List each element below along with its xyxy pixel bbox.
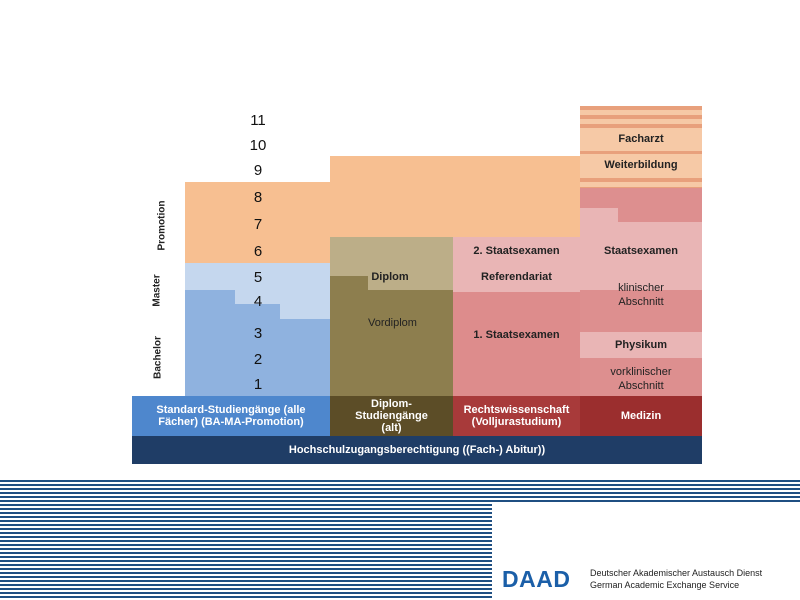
bachelor-step-1: [185, 290, 235, 319]
year-9: 9: [253, 162, 263, 179]
org-name-de: Deutscher Akademischer Austausch Dienst: [590, 568, 763, 578]
promotion-area-standard: [185, 182, 330, 263]
klinisch-label: klinischer Abschnitt: [618, 282, 664, 308]
diplom-step-1: [330, 276, 368, 290]
base-bar: Hochschulzugangsberechtigung ((Fach-) Ab…: [132, 436, 702, 464]
year-6: 6: [253, 243, 263, 260]
education-system-diagram: Diplom Vordiplom 2. Staatsexamen Referen…: [130, 100, 705, 470]
year-7: 7: [253, 216, 263, 233]
year-11: 11: [250, 112, 266, 129]
column-recht: Rechtswissenschaft (Volljurastudium): [453, 396, 580, 436]
bachelor-label: Bachelor: [152, 336, 164, 379]
year-5: 5: [253, 269, 263, 286]
year-3: 3: [253, 325, 263, 342]
facharzt-box: [580, 128, 702, 150]
year-1: 1: [253, 376, 263, 393]
klinisch-box-inner: [580, 290, 702, 330]
medizin-staatsexamen-label: Staatsexamen: [604, 245, 678, 257]
year-2: 2: [253, 351, 263, 368]
staatsexamen-box: [580, 238, 702, 264]
physikum-box: [580, 332, 702, 358]
referendariat-label: Referendariat: [481, 271, 552, 283]
recht-area-pink: [453, 292, 580, 396]
physikum-label: Physikum: [615, 339, 667, 351]
promotion-area-wide: [330, 156, 580, 237]
promotion-label: Promotion: [156, 200, 168, 251]
bachelor-step-2: [235, 304, 280, 319]
diplom-step-2: [400, 290, 453, 304]
year-4: 4: [253, 293, 263, 310]
column-diplom: Diplom-Studiengänge (alt): [330, 396, 453, 436]
staatsexamen2-label: 2. Staatsexamen: [473, 245, 560, 257]
footer-logo-panel: [492, 504, 800, 600]
diplom-area-olive: [330, 290, 453, 396]
recht-area-light: [453, 237, 580, 292]
staatsexamen1-label: 1. Staatsexamen: [473, 329, 560, 341]
medizin-step-light-1: [580, 208, 618, 238]
vordiplom-label: Vordiplom: [368, 317, 417, 329]
medizin-step-light-2: [618, 222, 702, 238]
daad-logo: DAAD: [502, 566, 571, 592]
year-8: 8: [253, 189, 263, 206]
column-standard: Standard-Studiengänge (alle Fächer) (BA-…: [132, 396, 330, 436]
vorklinisch-label: vorklinischer Abschnitt: [610, 366, 672, 392]
master-label: Master: [151, 274, 163, 307]
weiterbildung-box: [580, 154, 702, 176]
bachelor-area: [185, 319, 330, 396]
column-medizin: Medizin: [580, 396, 702, 436]
weiterbildung-label: Weiterbildung: [604, 159, 678, 171]
diplom-label: Diplom: [371, 271, 409, 283]
facharzt-label: Facharzt: [618, 133, 664, 145]
org-name-en: German Academic Exchange Service: [590, 580, 740, 590]
year-10: 10: [249, 137, 267, 154]
